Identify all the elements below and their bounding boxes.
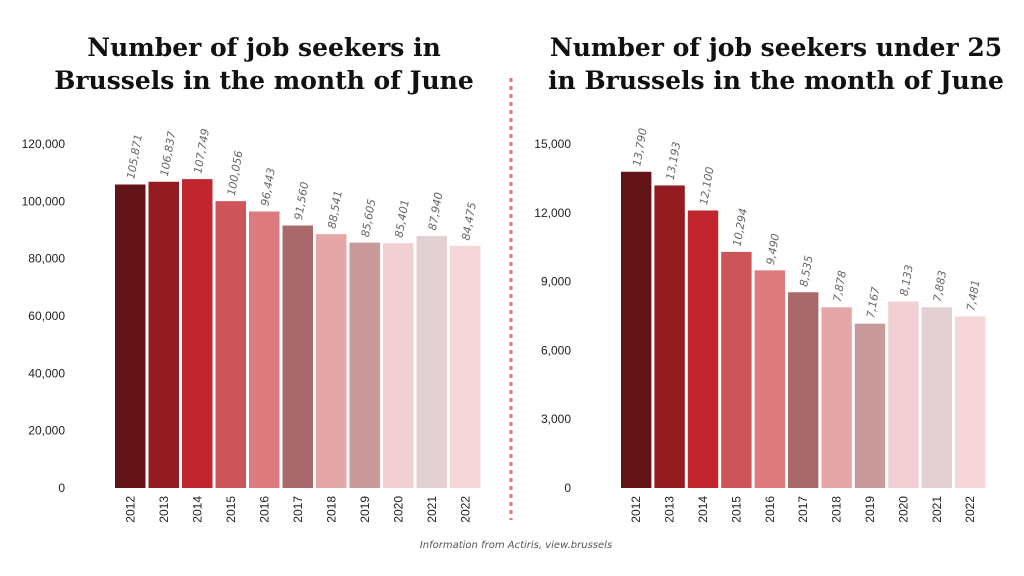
x-tick-label: 2022 [458,496,472,523]
y-tick-label: 0 [564,481,571,495]
y-tick-label: 15,000 [534,137,571,151]
x-tick-label: 2014 [696,496,710,523]
y-tick-label: 3,000 [541,412,571,426]
x-tick-label: 2013 [663,496,677,523]
x-tick-label: 2012 [629,496,643,523]
bar-value-label: 7,878 [831,270,849,303]
bar-2022 [450,245,481,488]
x-tick-label: 2019 [358,496,372,523]
bar-2015 [215,201,246,489]
x-tick-label: 2016 [763,496,777,523]
chart-title-line-2: in Brussels in the month of June [548,66,1004,95]
x-tick-label: 2014 [190,496,204,523]
bar-value-label: 105,871 [124,133,145,180]
bar-value-label: 85,401 [392,199,411,239]
x-tick-label: 2021 [930,496,944,523]
bar-value-label: 84,475 [459,201,478,241]
bar-2017 [282,225,313,488]
bar-value-label: 106,837 [158,130,179,177]
chart-title-line-2: Brussels in the month of June [54,66,473,95]
x-tick-label: 2017 [291,496,305,523]
bar-value-label: 100,056 [225,150,246,197]
bar-value-label: 96,443 [258,167,277,207]
bar-2015 [721,251,752,488]
y-tick-label: 120,000 [22,137,66,151]
y-tick-label: 40,000 [28,366,65,380]
bar-value-label: 8,133 [898,264,916,297]
bar-2022 [955,316,986,488]
bar-2020 [888,301,919,488]
bar-value-label: 88,541 [325,190,344,230]
x-tick-label: 2013 [157,496,171,523]
bar-2021 [416,235,447,488]
source-note: Information from Actiris, view.brussels [420,540,612,551]
y-tick-label: 80,000 [28,252,65,266]
x-tick-label: 2021 [425,496,439,523]
x-tick-label: 2020 [391,496,405,523]
y-tick-label: 60,000 [28,309,65,323]
bar-2013 [148,181,179,488]
bar-value-label: 7,883 [931,269,949,302]
y-tick-label: 6,000 [541,343,571,357]
bar-2013 [654,185,685,488]
bar-value-label: 13,193 [664,141,683,181]
bar-2018 [316,234,347,488]
bar-value-label: 9,490 [764,233,782,266]
bar-value-label: 13,790 [630,127,649,167]
bar-value-label: 7,167 [864,286,882,319]
x-tick-label: 2016 [257,496,271,523]
bar-2019 [349,242,380,488]
bar-2017 [788,292,819,488]
bar-value-label: 91,560 [292,181,311,221]
x-tick-label: 2019 [863,496,877,523]
bar-2012 [621,171,652,488]
bar-2014 [687,210,719,489]
bar-2016 [249,211,280,488]
bar-value-label: 10,294 [731,207,750,247]
x-tick-label: 2022 [963,496,977,523]
x-tick-label: 2020 [896,496,910,523]
bar-2020 [383,243,414,488]
y-tick-label: 12,000 [534,206,571,220]
bar-2021 [921,307,952,488]
chart-title-line-1: Number of job seekers under 25 [550,33,1002,62]
bar-value-label: 107,749 [191,128,212,175]
y-tick-label: 100,000 [22,194,66,208]
bar-value-label: 12,100 [697,166,716,206]
bar-2012 [115,184,146,489]
x-tick-label: 2015 [729,496,743,523]
y-tick-label: 20,000 [28,424,65,438]
bar-value-label: 85,605 [359,198,378,238]
chart-title-line-1: Number of job seekers in [87,33,441,62]
x-tick-label: 2015 [224,496,238,523]
x-tick-label: 2018 [830,496,844,523]
x-tick-label: 2017 [796,496,810,523]
chart-young-job-seekers: Number of job seekers under 25 in Brusse… [534,33,1004,523]
y-tick-label: 9,000 [541,275,571,289]
bar-value-label: 7,481 [964,279,982,312]
bar-value-label: 8,535 [797,255,815,288]
bar-2018 [821,307,852,488]
bar-2019 [854,323,886,488]
bar-2014 [182,179,213,488]
x-tick-label: 2012 [123,496,137,523]
bar-value-label: 87,940 [426,191,445,231]
y-tick-label: 0 [58,481,65,495]
bar-2016 [754,270,785,488]
chart-job-seekers: Number of job seekers in Brussels in the… [22,33,481,523]
x-tick-label: 2018 [324,496,338,523]
